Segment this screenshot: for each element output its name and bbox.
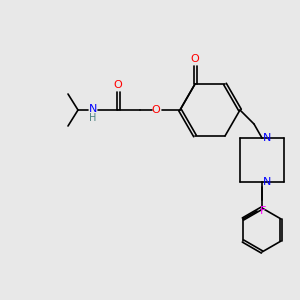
Text: O: O xyxy=(114,80,122,90)
Text: N: N xyxy=(263,133,271,143)
Text: O: O xyxy=(152,105,160,115)
Text: N: N xyxy=(89,104,97,114)
Text: F: F xyxy=(260,206,266,216)
Text: H: H xyxy=(89,113,97,123)
Text: O: O xyxy=(190,54,200,64)
Text: N: N xyxy=(263,177,271,187)
